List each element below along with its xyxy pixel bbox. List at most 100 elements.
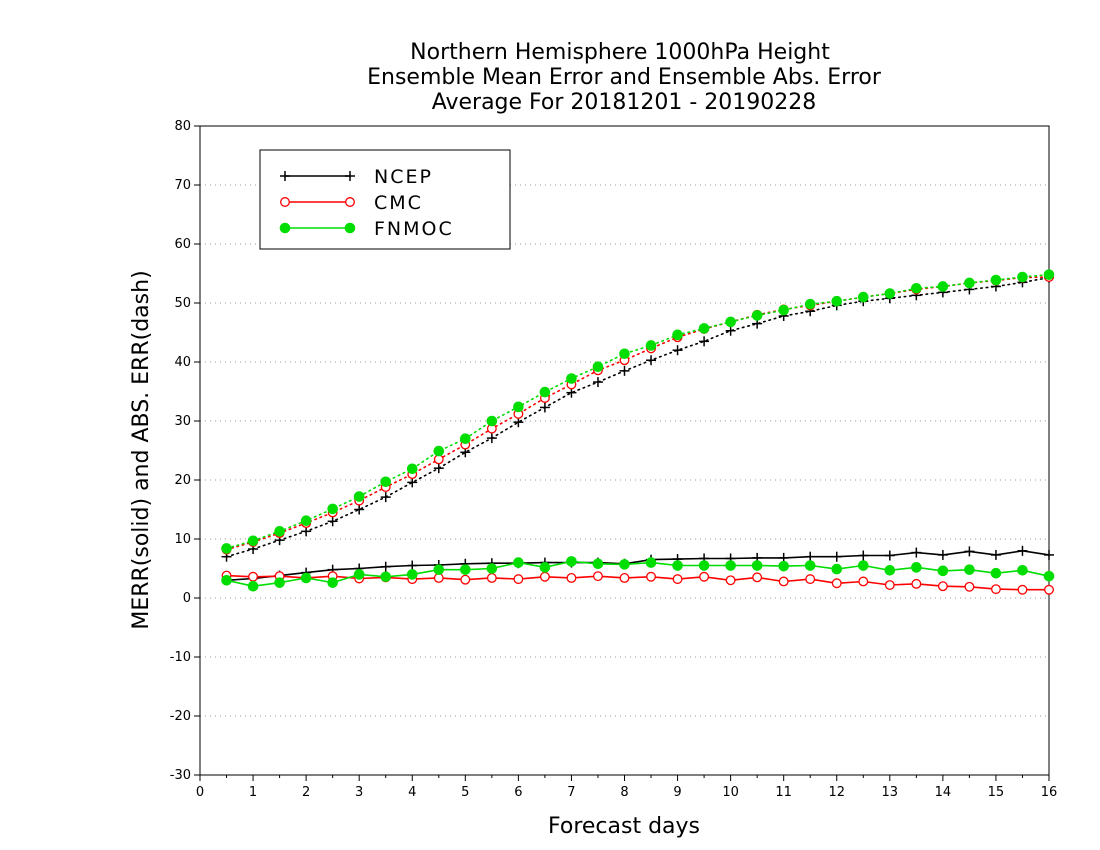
axis-ticks: [194, 125, 1050, 781]
legend-marker-start: [280, 171, 290, 181]
point-abs-error-fnmoc: [513, 401, 524, 413]
point-mean-error-fnmoc: [1017, 564, 1028, 576]
legend-item-fnmoc: FNMOC: [279, 218, 454, 240]
point-mean-error-fnmoc: [327, 577, 338, 588]
point-mean-error-fnmoc: [460, 564, 471, 575]
point-mean-error-fnmoc: [857, 560, 869, 571]
point-abs-error-ncep: [672, 345, 683, 356]
point-abs-error-ncep: [486, 433, 497, 444]
point-mean-error-cmc: [699, 571, 710, 582]
point-abs-error-fnmoc: [937, 281, 949, 292]
point-mean-error-cmc: [486, 572, 497, 583]
line-mean-error-fnmoc: [226, 560, 1050, 588]
point-mean-error-fnmoc: [672, 560, 683, 571]
x-tick-label: 2: [302, 785, 310, 800]
point-abs-error-ncep: [354, 504, 365, 515]
point-mean-error-fnmoc: [964, 564, 975, 575]
point-abs-error-fnmoc: [353, 491, 365, 502]
point-mean-error-ncep: [805, 551, 816, 562]
line-abs-error-fnmoc: [225, 273, 1050, 550]
line-mean-error-ncep: [226, 549, 1050, 582]
point-abs-error-fnmoc: [884, 288, 896, 299]
y-tick-label: -20: [170, 709, 191, 724]
point-abs-error-fnmoc: [300, 515, 312, 527]
point-abs-error-fnmoc: [274, 526, 285, 537]
point-mean-error-cmc: [513, 574, 524, 585]
x-tick-label: 12: [828, 785, 845, 800]
point-abs-error-ncep: [539, 402, 550, 413]
point-abs-error-ncep: [646, 355, 657, 366]
point-mean-error-cmc: [248, 571, 259, 582]
point-mean-error-fnmoc: [1043, 570, 1055, 582]
point-mean-error-ncep: [407, 560, 418, 571]
point-mean-error-fnmoc: [300, 572, 312, 584]
y-tick-label: -30: [170, 768, 191, 783]
chart-title: Northern Hemisphere 1000hPa Height Ensem…: [367, 40, 882, 115]
point-mean-error-fnmoc: [539, 562, 551, 573]
legend-item-ncep: NCEP: [280, 166, 433, 188]
point-mean-error-cmc: [752, 572, 763, 583]
y-tick-label: -10: [170, 650, 191, 665]
legend-marker-end: [345, 197, 355, 207]
point-mean-error-ncep: [380, 561, 391, 572]
x-tick-label: 9: [673, 785, 681, 800]
title-line-2: Ensemble Mean Error and Ensemble Abs. Er…: [367, 65, 882, 90]
point-abs-error-ncep: [433, 463, 444, 474]
point-abs-error-fnmoc: [964, 277, 975, 289]
point-mean-error-ncep: [964, 546, 975, 557]
point-abs-error-fnmoc: [460, 433, 471, 445]
point-abs-error-fnmoc: [672, 329, 683, 341]
point-mean-error-fnmoc: [698, 560, 710, 571]
legend-label: NCEP: [374, 166, 433, 188]
point-abs-error-fnmoc: [433, 445, 445, 457]
point-abs-error-ncep: [619, 365, 630, 376]
point-mean-error-fnmoc: [831, 563, 843, 575]
point-mean-error-cmc: [831, 578, 842, 589]
point-abs-error-fnmoc: [831, 295, 843, 307]
point-mean-error-cmc: [911, 578, 922, 589]
point-mean-error-fnmoc: [619, 559, 630, 570]
y-tick-label: 80: [174, 119, 191, 134]
point-mean-error-fnmoc: [911, 562, 922, 573]
point-mean-error-cmc: [539, 571, 550, 582]
series-layer: [221, 269, 1055, 595]
y-axis-label: MERR(solid) and ABS. ERR(dash): [129, 270, 154, 629]
x-tick-label: 11: [775, 785, 792, 800]
legend-label: FNMOC: [374, 218, 454, 240]
point-abs-error-fnmoc: [566, 373, 577, 384]
point-mean-error-ncep: [1044, 549, 1054, 560]
series-ncep: [221, 272, 1054, 586]
point-mean-error-fnmoc: [274, 577, 285, 588]
point-mean-error-fnmoc: [566, 556, 577, 567]
x-tick-label: 3: [355, 785, 363, 800]
point-abs-error-fnmoc: [619, 348, 630, 360]
x-tick-label: 5: [461, 785, 469, 800]
point-mean-error-cmc: [805, 574, 816, 585]
point-mean-error-cmc: [619, 572, 630, 583]
point-mean-error-fnmoc: [221, 575, 232, 586]
x-tick-label: 1: [249, 785, 257, 800]
legend-marker-start: [280, 197, 290, 207]
point-mean-error-fnmoc: [937, 565, 949, 577]
point-mean-error-fnmoc: [751, 560, 763, 571]
point-mean-error-fnmoc: [406, 569, 418, 580]
point-mean-error-ncep: [990, 549, 1001, 560]
legend-marker-start: [279, 222, 291, 234]
point-abs-error-fnmoc: [539, 386, 551, 398]
y-tick-labels: -30 -20 -10 0 10 20 30 40 50 60 70 80: [170, 119, 191, 783]
series-fnmoc: [221, 269, 1055, 592]
point-mean-error-ncep: [858, 550, 869, 561]
x-tick-label: 7: [567, 785, 575, 800]
point-mean-error-cmc: [593, 571, 603, 582]
point-abs-error-ncep: [327, 516, 338, 527]
series-cmc: [221, 272, 1054, 595]
x-tick-label: 8: [620, 785, 628, 800]
x-tick-label: 15: [988, 785, 1005, 800]
point-mean-error-fnmoc: [592, 558, 604, 570]
point-abs-error-fnmoc: [698, 323, 710, 334]
point-abs-error-fnmoc: [380, 476, 392, 488]
point-mean-error-fnmoc: [380, 571, 392, 583]
x-tick-label: 14: [935, 785, 952, 800]
point-mean-error-cmc: [937, 581, 948, 592]
